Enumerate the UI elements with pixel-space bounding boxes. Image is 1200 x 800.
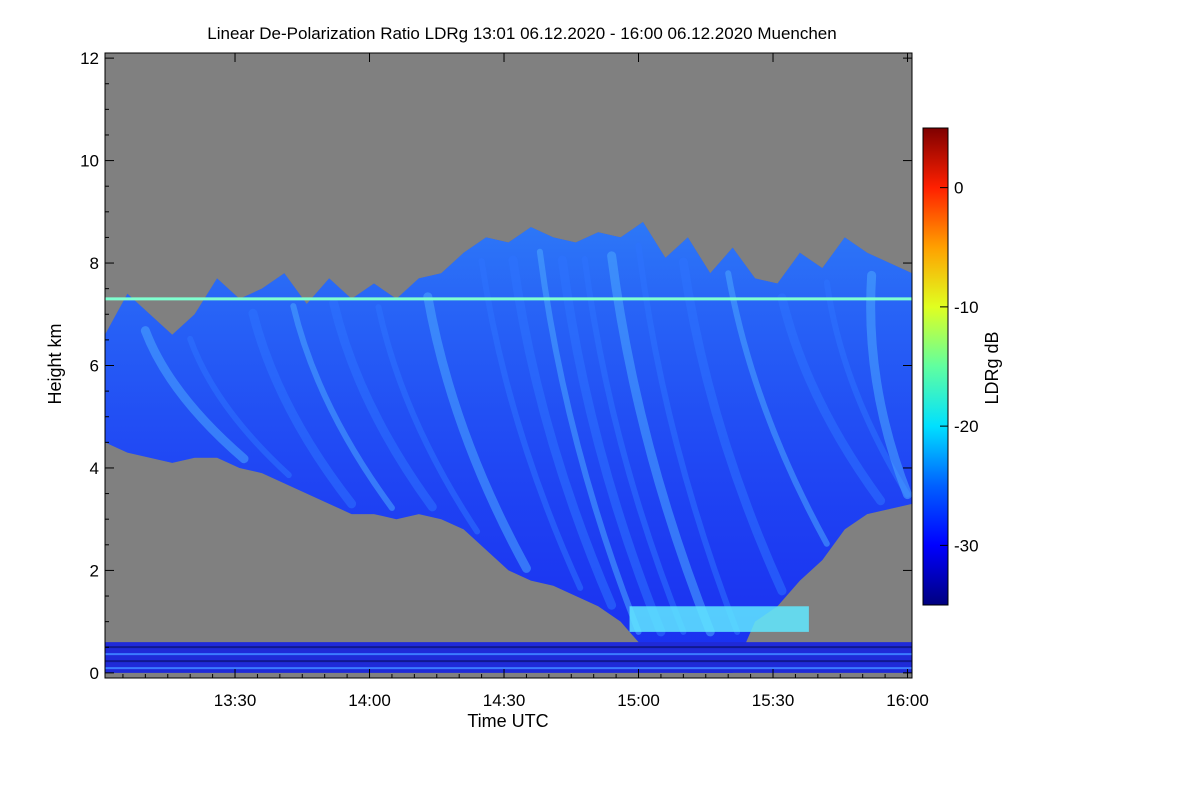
x-tick-label: 15:00 bbox=[617, 691, 660, 710]
chart-title: Linear De-Polarization Ratio LDRg 13:01 … bbox=[207, 24, 836, 43]
x-tick-label: 14:00 bbox=[348, 691, 391, 710]
y-tick-label: 4 bbox=[90, 459, 99, 478]
y-tick-label: 12 bbox=[80, 49, 99, 68]
colorbar-tick-label: 0 bbox=[954, 179, 963, 198]
colorbar-tick-label: -10 bbox=[954, 298, 979, 317]
fall-streak bbox=[557, 255, 666, 637]
x-tick-label: 14:30 bbox=[483, 691, 526, 710]
y-tick-label: 10 bbox=[80, 152, 99, 171]
fall-streak bbox=[423, 292, 531, 573]
fall-streak bbox=[290, 303, 395, 511]
y-tick-label: 2 bbox=[90, 561, 99, 580]
y-axis: 0 2 4 6 8 10 12 bbox=[80, 49, 912, 683]
y-tick-label: 6 bbox=[90, 357, 99, 376]
fall-streak bbox=[678, 257, 787, 596]
fall-streaks bbox=[140, 242, 912, 637]
x-tick-label: 15:30 bbox=[752, 691, 795, 710]
fall-streak bbox=[725, 270, 830, 547]
near-surface-layer bbox=[105, 642, 912, 673]
low-cloud-layer bbox=[629, 606, 809, 632]
fall-streak bbox=[607, 251, 715, 637]
x-tick-label: 13:30 bbox=[214, 691, 257, 710]
x-tick-label: 16:00 bbox=[886, 691, 929, 710]
fall-streak bbox=[866, 270, 912, 500]
fall-streak bbox=[823, 279, 911, 498]
colorbar-tick-label: -30 bbox=[954, 536, 979, 555]
plot-area bbox=[105, 53, 912, 678]
fall-streak bbox=[248, 308, 357, 509]
fall-streak bbox=[536, 248, 642, 635]
fall-streak bbox=[187, 335, 292, 479]
colorbar-label: LDRg dB bbox=[982, 331, 1002, 404]
y-tick-label: 8 bbox=[90, 254, 99, 273]
x-axis-label: Time UTC bbox=[467, 711, 548, 731]
colorbar-tick-label: -20 bbox=[954, 417, 979, 436]
x-axis: 13:30 14:00 14:30 15:00 15:30 16:00 bbox=[122, 53, 929, 710]
y-tick-label: 0 bbox=[90, 664, 99, 683]
fall-streak bbox=[777, 293, 886, 506]
colorbar-ticks: 0 -10 -20 -30 bbox=[940, 179, 979, 555]
y-axis-label: Height km bbox=[45, 323, 65, 404]
fall-streak bbox=[329, 298, 437, 512]
fall-streak bbox=[478, 257, 584, 591]
fall-streak bbox=[508, 255, 617, 610]
colorbar bbox=[922, 127, 949, 606]
fall-streak bbox=[581, 255, 687, 635]
fall-streak bbox=[375, 304, 481, 535]
fall-streak bbox=[140, 326, 249, 464]
